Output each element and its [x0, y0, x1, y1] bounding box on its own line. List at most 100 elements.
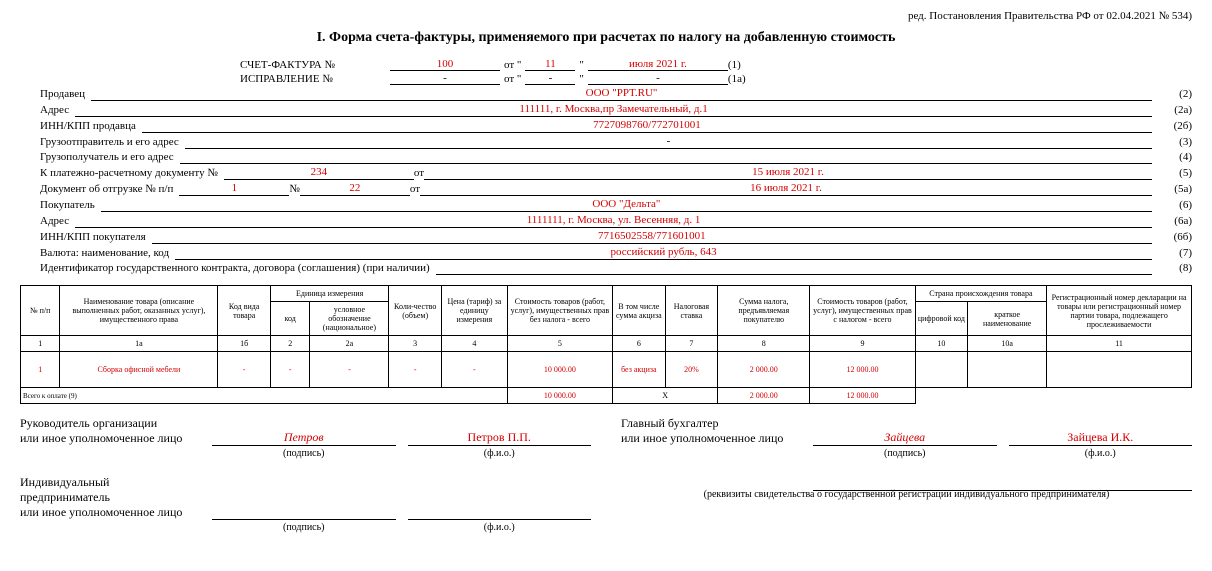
th-2a: код: [270, 302, 309, 336]
rek-note: (реквизиты свидетельства о государственн…: [621, 489, 1192, 500]
sf-label: СЧЕТ-ФАКТУРА №: [240, 59, 390, 71]
seller-label: Продавец: [40, 87, 91, 101]
paydoc-code: (5): [1152, 166, 1192, 180]
shipper-code: (3): [1152, 135, 1192, 149]
addr-value: 111111, г. Москва,пр Замечательный, д.1: [75, 102, 1152, 117]
td-name: Сборка офисной мебели: [60, 352, 218, 388]
fix-month: -: [588, 72, 728, 85]
top-note: ред. Постановления Правительства РФ от 0…: [20, 10, 1192, 22]
seller-value: ООО "PPT.RU": [91, 86, 1152, 101]
tf-label: Всего к оплате (9): [21, 388, 508, 404]
th-11: Регистрационный номер декларации на това…: [1047, 286, 1192, 336]
shipdoc-no-l: №: [289, 182, 300, 196]
tf-cost: 10 000.00: [507, 388, 612, 404]
tn-5: 5: [507, 336, 612, 352]
buyer-code: (6): [1152, 198, 1192, 212]
inn-s-code: (2б): [1152, 119, 1192, 133]
th-7: Налоговая ставка: [665, 286, 718, 336]
buyer-row: Покупатель ООО "Дельта" (6): [40, 197, 1192, 212]
sf-day: 11: [525, 58, 575, 71]
currency-row: Валюта: наименование, код российский руб…: [40, 245, 1192, 260]
zai-fio: Зайцева И.К.: [1009, 430, 1193, 446]
shipper-value: -: [185, 134, 1152, 149]
consignee-code: (4): [1152, 150, 1192, 164]
th-8: Сумма налога, предъявляемая покупателю: [718, 286, 810, 336]
tn-8: 8: [718, 336, 810, 352]
sf-ot: от ": [500, 59, 525, 71]
cap-podpis2: (подпись): [813, 448, 997, 459]
inn-s-label: ИНН/КПП продавца: [40, 119, 142, 133]
inn-b-value: 7716502558/771601001: [152, 229, 1152, 244]
shipdoc-no: 22: [300, 181, 410, 196]
td-cn: [968, 352, 1047, 388]
inn-buyer-row: ИНН/КПП покупателя 7716502558/771601001 …: [40, 229, 1192, 244]
cap-fio2: (ф.и.о.): [1009, 448, 1193, 459]
th-2b: условное обозначение (национальное): [310, 302, 389, 336]
tn-1b: 1б: [218, 336, 271, 352]
ip-title1: Индивидуальный предприниматель: [20, 475, 200, 505]
th-3: Коли-чество (объем): [389, 286, 442, 336]
fix-ot: от ": [500, 73, 525, 85]
baddr-value: 1111111, г. Москва, ул. Весенняя, д. 1: [75, 213, 1152, 228]
shipdoc-date: 16 июля 2021 г.: [420, 181, 1152, 196]
ip-title2: или иное уполномоченное лицо: [20, 505, 200, 520]
sig-left-title1: Руководитель организации: [20, 416, 200, 431]
td-uo: -: [310, 352, 389, 388]
addr-code: (2а): [1152, 103, 1192, 117]
main-title: I. Форма счета-фактуры, применяемого при…: [20, 30, 1192, 46]
tn-3: 3: [389, 336, 442, 352]
inn-seller-row: ИНН/КПП продавца 7727098760/772701001 (2…: [40, 118, 1192, 133]
contract-code: (8): [1152, 261, 1192, 275]
tf-tax: 2 000.00: [718, 388, 810, 404]
tn-1a: 1а: [60, 336, 218, 352]
inn-b-code: (6б): [1152, 230, 1192, 244]
inn-s-value: 7727098760/772701001: [142, 118, 1152, 133]
buyer-value: ООО "Дельта": [101, 197, 1152, 212]
th-10a: цифровой код: [915, 302, 968, 336]
th-1b: Код вида товара: [218, 286, 271, 336]
th-6: В том числе сумма акциза: [613, 286, 666, 336]
td-cost: 10 000.00: [507, 352, 612, 388]
sf-month: июля 2021 г.: [588, 58, 728, 71]
paydoc-label: К платежно-расчетному документу №: [40, 166, 224, 180]
ip-right: (реквизиты свидетельства о государственн…: [621, 475, 1192, 543]
tn-9: 9: [810, 336, 915, 352]
invoice-number-row: СЧЕТ-ФАКТУРА № 100 от " 11 " июля 2021 г…: [40, 58, 1192, 71]
sf-num: 100: [390, 58, 500, 71]
signature-block: Руководитель организации или иное уполно…: [20, 416, 1192, 469]
baddr-label: Адрес: [40, 214, 75, 228]
correction-row: ИСПРАВЛЕНИЕ № - от " - " - (1а): [40, 72, 1192, 85]
consignee-label: Грузополучатель и его адрес: [40, 150, 180, 164]
curr-value: российский рубль, 643: [175, 245, 1152, 260]
td-n: 1: [21, 352, 60, 388]
th-2g: Единица измерения: [270, 286, 388, 302]
tn-10a: 10а: [968, 336, 1047, 352]
tn-2: 2: [270, 336, 309, 352]
tf-total: 12 000.00: [810, 388, 915, 404]
cap-fio1: (ф.и.о.): [408, 448, 592, 459]
tn-4: 4: [441, 336, 507, 352]
buyer-addr-row: Адрес 1111111, г. Москва, ул. Весенняя, …: [40, 213, 1192, 228]
th-1a: Наименование товара (описание выполненны…: [60, 286, 218, 336]
petrov-fio: Петров П.П.: [408, 430, 592, 446]
td-kod: -: [270, 352, 309, 388]
table-row: 1 Сборка офисной мебели - - - - - 10 000…: [21, 352, 1192, 388]
ip-left: Индивидуальный предприниматель или иное …: [20, 475, 591, 543]
paydoc-row: К платежно-расчетному документу № 234 от…: [40, 165, 1192, 180]
th-9: Стоимость товаров (работ, услуг), имущес…: [810, 286, 915, 336]
td-decl: [1047, 352, 1192, 388]
fix-day: -: [525, 72, 575, 85]
th-1: № п/п: [21, 286, 60, 336]
contract-value: [436, 262, 1152, 275]
fix-code: (1а): [728, 73, 746, 85]
fix-label: ИСПРАВЛЕНИЕ №: [240, 73, 390, 85]
seller-addr-row: Адрес 111111, г. Москва,пр Замечательный…: [40, 102, 1192, 117]
addr-label: Адрес: [40, 103, 75, 117]
tf-x: Х: [613, 388, 718, 404]
curr-code: (7): [1152, 246, 1192, 260]
td-price: -: [441, 352, 507, 388]
th-10b: краткое наименование: [968, 302, 1047, 336]
td-total: 12 000.00: [810, 352, 915, 388]
fix-num: -: [390, 72, 500, 85]
buyer-label: Покупатель: [40, 198, 101, 212]
